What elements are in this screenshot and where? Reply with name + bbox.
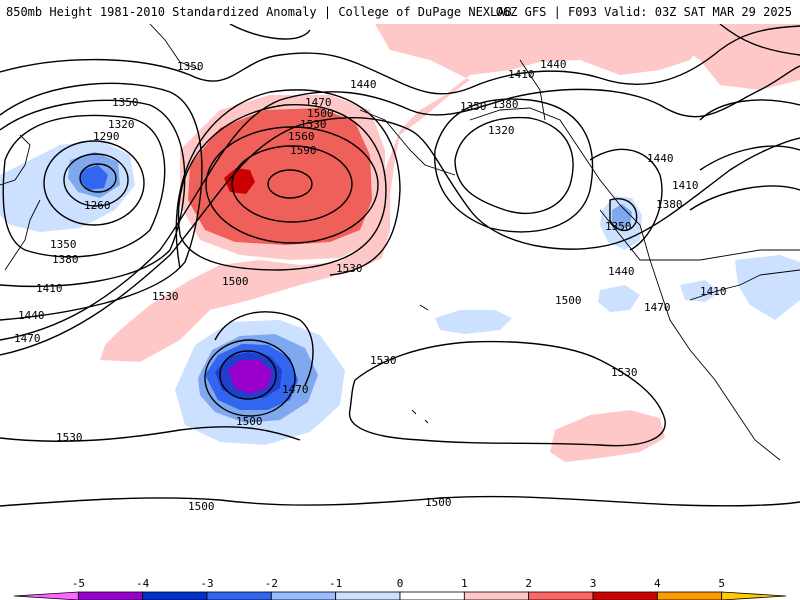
contour-label: 1470 [644, 301, 671, 314]
contour-label: 1530 [300, 118, 327, 131]
contour-label: 1440 [350, 78, 377, 91]
contour-label: 1470 [14, 332, 41, 345]
contour-label: 1350 [460, 100, 487, 113]
colorbar-tick-label: 3 [590, 577, 597, 590]
colorbar-tick-label: -1 [329, 577, 342, 590]
contour-label: 1590 [290, 144, 317, 157]
colorbar-swatch [656, 591, 723, 600]
colorbar-tick-label: 1 [461, 577, 468, 590]
negative-anomaly-area [80, 165, 108, 190]
model-run-info: 06Z GFS | F093 Valid: 03Z SAT MAR 29 202… [495, 5, 792, 19]
contour-label: 1500 [307, 107, 334, 120]
contour-label: 1500 [236, 415, 263, 428]
contour-label: 1260 [84, 199, 111, 212]
colorbar-swatch [721, 591, 787, 600]
colorbar-tick-label: 4 [654, 577, 661, 590]
contour-label: 1380 [492, 98, 519, 111]
colorbar-swatch [13, 591, 79, 600]
contour-label: 1410 [672, 179, 699, 192]
contour-label: 1350 [50, 238, 77, 251]
colorbar-tick-label: -3 [200, 577, 213, 590]
contour-label: 1500 [222, 275, 249, 288]
coastlines [0, 24, 800, 461]
contour-label: 1350 [177, 60, 204, 73]
height-contours [0, 24, 800, 507]
colorbar-tick-label: -5 [72, 577, 85, 590]
colorbar-ticks: -5 -4 -3 -2 -1 0 1 2 3 4 5 [72, 577, 725, 590]
positive-anomaly-area [640, 24, 800, 90]
map-title: 850mb Height 1981-2010 Standardized Anom… [6, 5, 512, 19]
contour-label: 1350 [112, 96, 139, 109]
contour-label: 1410 [700, 285, 727, 298]
colorbar-swatch [206, 591, 272, 600]
colorbar-tick-label: 0 [397, 577, 404, 590]
colorbar-tick-label: -2 [265, 577, 278, 590]
positive-anomaly-area [100, 24, 705, 362]
colorbar-swatch [77, 591, 144, 600]
anomaly-map: 1350 1350 1320 1290 1260 1350 1380 1410 … [0, 24, 800, 513]
contour-labels: 1350 1350 1320 1290 1260 1350 1380 1410 … [14, 58, 727, 513]
contour-label: 1290 [93, 130, 120, 143]
contour-label: 1440 [540, 58, 567, 71]
contour-label: 1320 [108, 118, 135, 131]
contour-label: 1500 [425, 496, 452, 509]
contour-label: 1320 [488, 124, 515, 137]
colorbar-tick-label: 5 [718, 577, 725, 590]
negative-anomaly-area [435, 310, 512, 334]
colorbar-swatch [463, 591, 530, 600]
negative-anomaly-area [612, 204, 632, 230]
contour-label: 1500 [188, 500, 215, 513]
extreme-negative-anomaly [228, 360, 272, 394]
contour-label: 1500 [555, 294, 582, 307]
contour-label: 1350 [605, 220, 632, 233]
contour-label: 1410 [508, 68, 535, 81]
header-bar: 850mb Height 1981-2010 Standardized Anom… [0, 0, 800, 24]
colorbar-swatch [335, 591, 401, 600]
positive-anomaly-area [550, 410, 665, 462]
contour-label: 1560 [288, 130, 315, 143]
colorbar-swatch [528, 591, 594, 600]
contour-label: 1530 [336, 262, 363, 275]
negative-anomaly-area [735, 255, 800, 320]
negative-anomaly-area [598, 285, 640, 312]
contour-label: 1380 [656, 198, 683, 211]
colorbar-swatch [592, 591, 658, 600]
colorbar-swatch [399, 591, 465, 600]
contour-label: 1530 [56, 431, 83, 444]
anomaly-colorbar: -5 -4 -3 -2 -1 0 1 2 3 4 5 [0, 576, 800, 600]
contour-label: 1470 [305, 96, 332, 109]
contour-label: 1440 [608, 265, 635, 278]
contour-label: 1530 [152, 290, 179, 303]
colorbar-swatch [270, 591, 337, 600]
contour-label: 1440 [647, 152, 674, 165]
contour-label: 1440 [18, 309, 45, 322]
contour-label: 1530 [611, 366, 638, 379]
colorbar-tick-label: 2 [525, 577, 532, 590]
negative-anomaly-area [680, 280, 720, 302]
contour-label: 1530 [370, 354, 397, 367]
colorbar-swatches [13, 591, 787, 600]
contour-label: 1380 [52, 253, 79, 266]
contour-label: 1410 [36, 282, 63, 295]
anomaly-shading [0, 24, 800, 462]
colorbar-tick-label: -4 [136, 577, 150, 590]
contour-label: 1470 [282, 383, 309, 396]
colorbar-swatch [142, 591, 208, 600]
